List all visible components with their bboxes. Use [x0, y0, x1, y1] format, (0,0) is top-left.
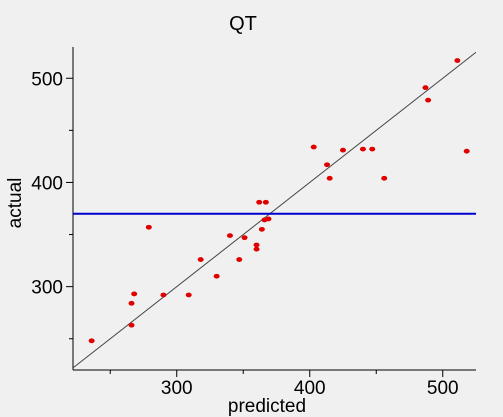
- data-point: [422, 85, 429, 91]
- data-point: [454, 58, 461, 63]
- data-point: [258, 226, 265, 232]
- data-point: [213, 273, 220, 279]
- y-axis-label: actual: [5, 178, 26, 229]
- data-point: [256, 199, 263, 205]
- data-point: [131, 291, 138, 297]
- data-point: [253, 246, 260, 252]
- y-tick-label: 300: [31, 278, 63, 299]
- data-point: [310, 144, 317, 150]
- data-point: [185, 292, 192, 298]
- x-axis-label: predicted: [228, 396, 306, 417]
- y-tick-label: 500: [31, 69, 63, 90]
- data-point: [381, 175, 388, 181]
- data-point: [241, 235, 248, 241]
- data-point: [128, 322, 135, 328]
- data-point: [160, 292, 167, 298]
- data-point: [359, 146, 366, 152]
- data-point: [236, 257, 243, 262]
- data-point: [339, 147, 346, 153]
- x-tick-label: 300: [161, 378, 193, 399]
- data-point: [262, 199, 269, 205]
- data-point: [265, 216, 272, 222]
- data-point: [197, 257, 204, 262]
- data-point: [326, 175, 333, 181]
- x-tick-label: 500: [427, 378, 459, 399]
- data-point: [226, 233, 233, 238]
- data-point: [128, 300, 135, 306]
- data-point: [145, 224, 152, 230]
- chart-title: QT: [229, 13, 257, 35]
- data-point: [425, 97, 432, 103]
- data-point: [88, 338, 95, 344]
- x-tick-label: 400: [294, 378, 326, 399]
- y-tick-label: 400: [31, 173, 63, 194]
- data-point: [369, 146, 376, 152]
- plot-area: 300 400 500 300 400 500: [31, 47, 476, 399]
- data-point: [253, 242, 260, 248]
- data-point: [463, 148, 470, 154]
- identity-reference-line: [73, 51, 476, 369]
- data-point: [324, 162, 331, 168]
